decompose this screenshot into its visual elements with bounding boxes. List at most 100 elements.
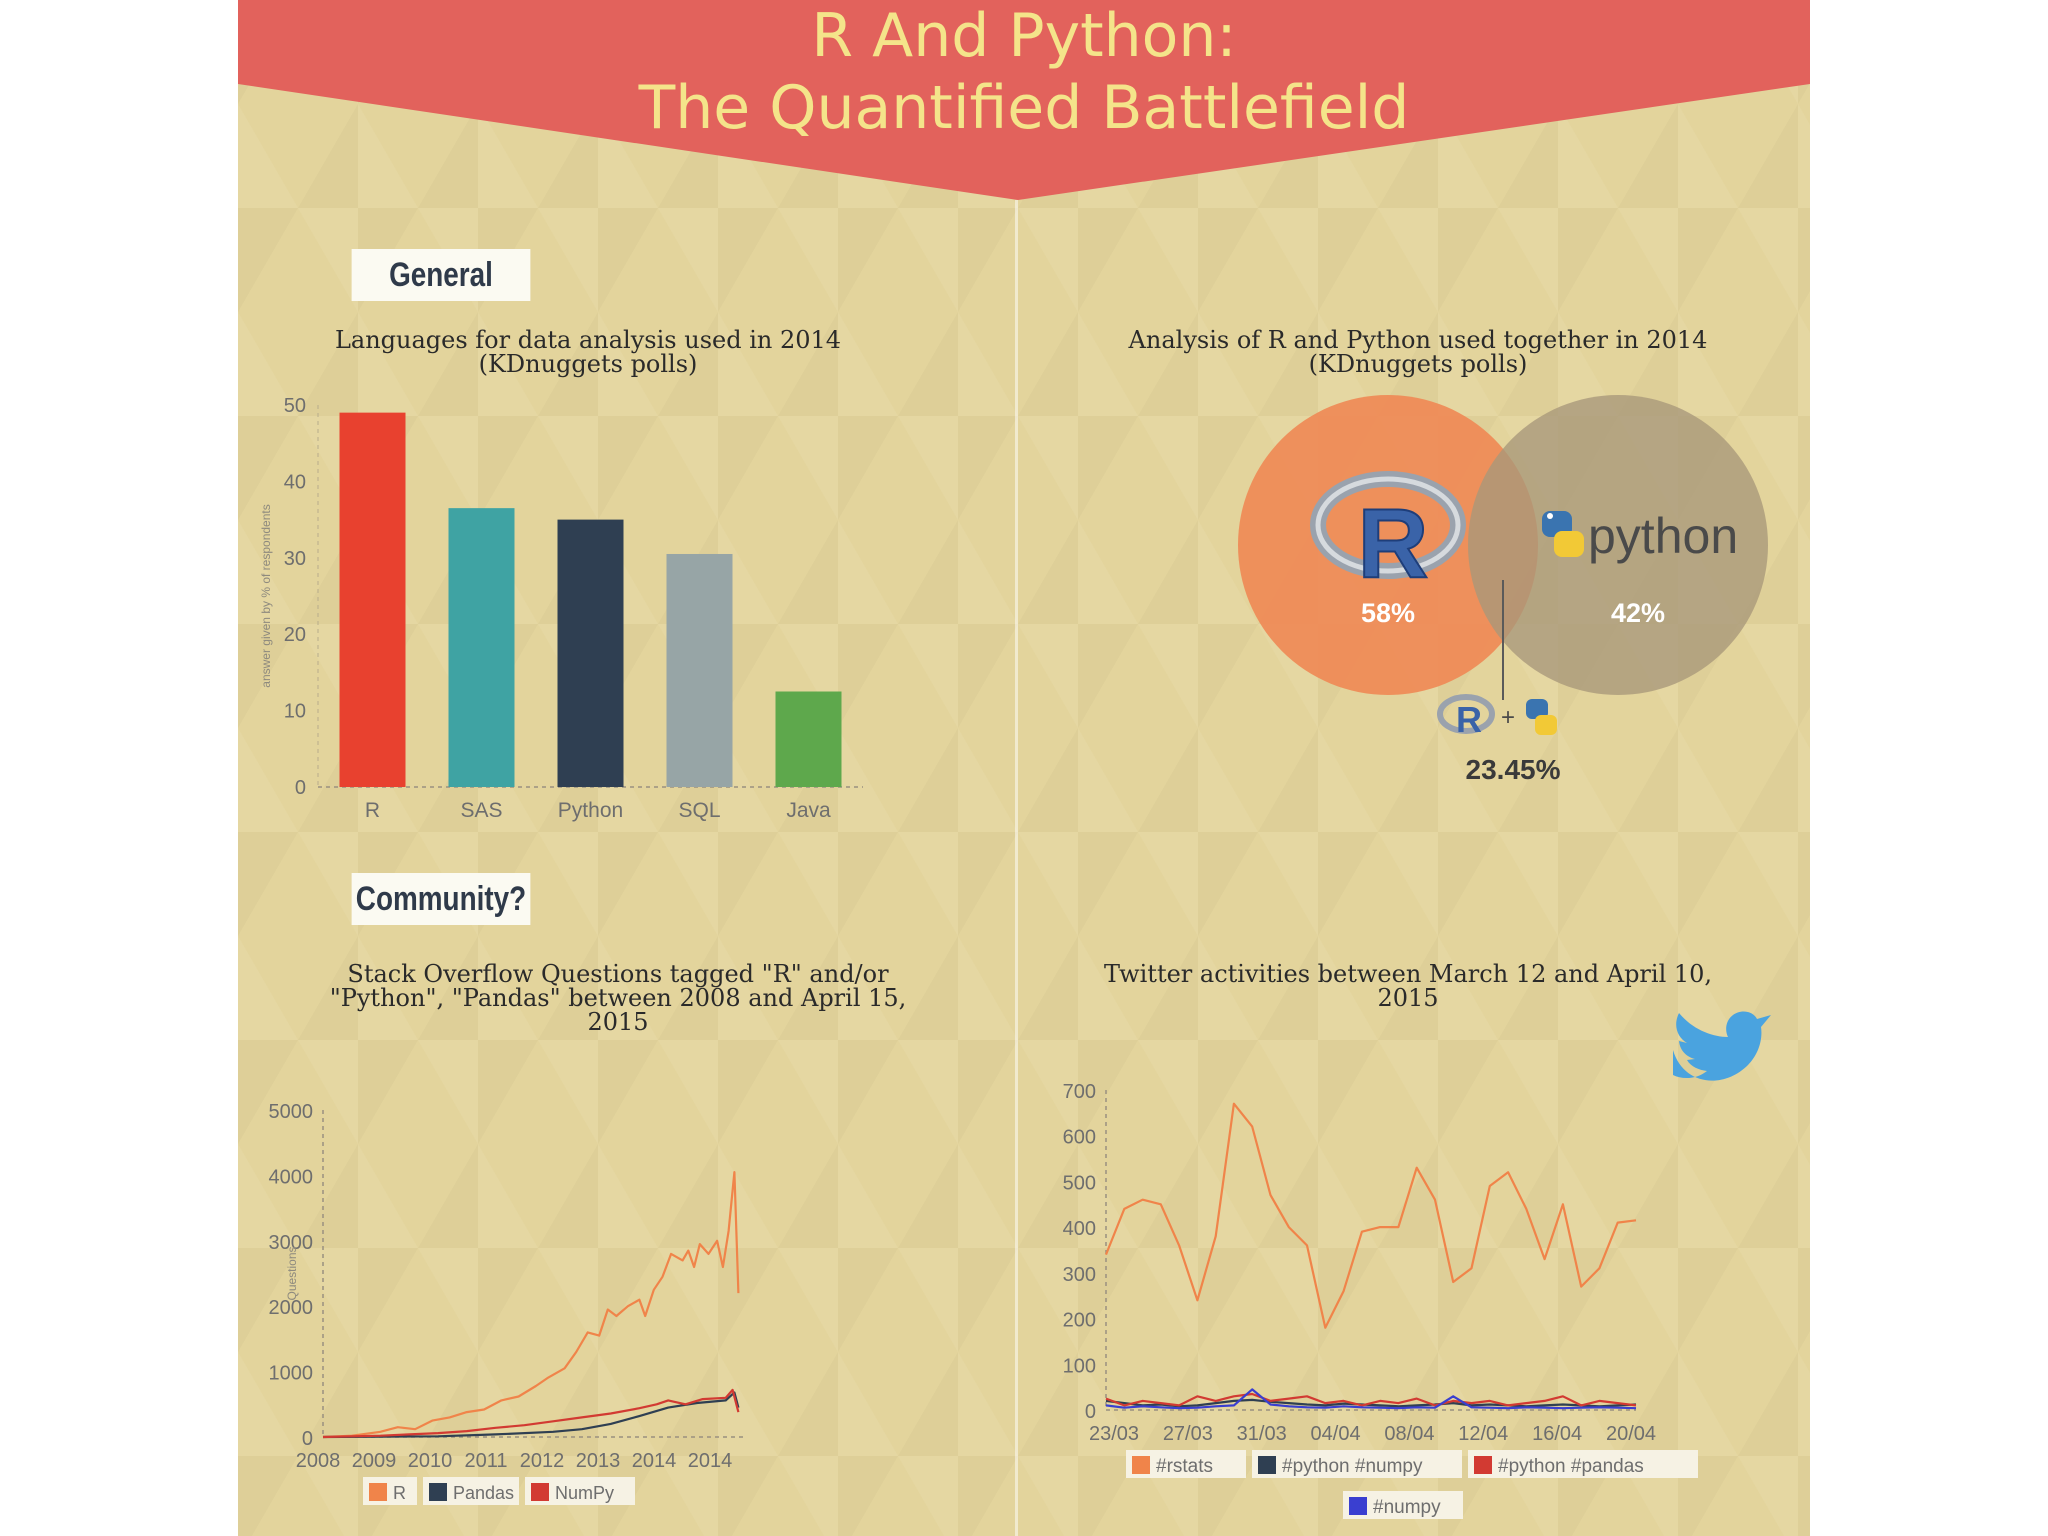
x-tick-label: 04/04 (1311, 1423, 1361, 1445)
venn-circle-python (1468, 395, 1768, 695)
python-wordmark: python (1588, 508, 1738, 564)
legend-swatch (369, 1483, 387, 1501)
section-label-general: General (351, 249, 531, 301)
y-axis-title: answer given by % of respondents (259, 504, 273, 687)
legend-label: #python #numpy (1282, 1456, 1423, 1477)
python-logo-icon (1542, 511, 1584, 557)
y-tick-label: 3000 (269, 1232, 314, 1254)
small-r-logo-ring (1437, 694, 1495, 734)
y-tick-label: 0 (295, 777, 306, 799)
y-tick-label: 600 (1063, 1127, 1096, 1149)
small-python-logo-blue (1526, 699, 1548, 719)
series-line-r (322, 1170, 740, 1439)
legend-item: #numpy (1343, 1491, 1463, 1519)
y-tick-label: 200 (1063, 1310, 1096, 1332)
small-python-logo-yellow (1535, 715, 1557, 735)
legend-swatch (429, 1483, 447, 1501)
x-tick-label: R (365, 799, 380, 822)
x-tick-label: 08/04 (1384, 1423, 1434, 1445)
twitter-line-chart: 0 100 200 300 400 500 600 700 23/03 27/03 31/03 04/… (1063, 1011, 1771, 1519)
python-logo-yellow (1554, 531, 1584, 557)
python-share-label: 42% (1611, 598, 1665, 628)
x-tick-label: 2008 (296, 1450, 341, 1472)
y-tick-label: 400 (1063, 1218, 1096, 1240)
languages-bar-chart: 0 10 20 30 40 50 answer given by % of responde… (259, 395, 863, 822)
legend-swatch (1349, 1497, 1367, 1515)
y-tick-label: 20 (284, 624, 306, 646)
legend-swatch (1474, 1456, 1492, 1474)
bar-sql (666, 553, 733, 787)
overlap-icons: R + (1437, 694, 1557, 740)
y-tick-label: 2000 (269, 1297, 314, 1319)
y-tick-label: 1000 (269, 1363, 314, 1385)
series-line-rstats (1104, 1102, 1637, 1329)
y-tick-label: 40 (284, 471, 306, 493)
y-tick-label: 700 (1063, 1081, 1096, 1103)
legend-item: R (363, 1477, 417, 1505)
x-tick-label: 27/03 (1163, 1423, 1213, 1445)
x-tick-label: SAS (460, 799, 502, 822)
r-logo-letter: R (1358, 488, 1429, 598)
legend-item-background (1468, 1450, 1698, 1478)
legend-label: R (393, 1483, 406, 1503)
y-tick-label: 50 (284, 395, 306, 417)
x-tick-label: SQL (678, 799, 720, 822)
column-divider (1015, 200, 1018, 1536)
x-tick-label: 2014 (688, 1450, 733, 1472)
x-tick-label: 2013 (576, 1450, 621, 1472)
venn-circle-r (1238, 395, 1538, 695)
x-tick-label: 2011 (464, 1450, 507, 1472)
section-label-community: Community? (351, 873, 531, 925)
plus-sign: + (1501, 704, 1515, 731)
x-tick-label: 2012 (520, 1450, 565, 1472)
r-share-label: 58% (1361, 598, 1415, 628)
legend-swatch (531, 1483, 549, 1501)
y-tick-label: 300 (1063, 1264, 1096, 1286)
legend-swatch (1258, 1456, 1276, 1474)
x-tick-label: 2009 (352, 1450, 397, 1472)
overlap-label: 23.45% (1466, 754, 1561, 785)
legend-label: #numpy (1373, 1497, 1441, 1518)
twitter-bird-icon (1673, 1011, 1771, 1081)
twitter-chart-title: Twitter activities between March 12 and … (1103, 960, 1713, 1012)
legend-item-background (1252, 1450, 1462, 1478)
legend-item: #rstats (1126, 1450, 1246, 1478)
x-tick-label: 2014 (632, 1450, 677, 1472)
series-line-python-numpy (1105, 1398, 1637, 1408)
poster-title-line-2: The Quantified Battlefield (638, 73, 1410, 143)
legend-item: NumPy (525, 1477, 635, 1505)
legend-label: NumPy (555, 1483, 614, 1503)
series-line-numpy (322, 1388, 740, 1439)
series-line-numpy (1105, 1388, 1637, 1410)
y-tick-label: 0 (1085, 1401, 1096, 1423)
legend-label: #python #pandas (1498, 1456, 1644, 1477)
legend-label: #rstats (1156, 1456, 1213, 1477)
title-banner (238, 0, 1810, 200)
x-tick-label: 20/04 (1606, 1423, 1656, 1445)
y-tick-label: 5000 (269, 1101, 314, 1123)
python-logo-eye (1547, 513, 1553, 519)
y-tick-label: 30 (284, 548, 306, 570)
x-tick-label: 2010 (408, 1450, 453, 1472)
venn-chart-title: Analysis of R and Python used together i… (1128, 326, 1708, 378)
legend-item: Pandas (423, 1477, 519, 1505)
x-tick-label: 23/03 (1089, 1423, 1139, 1445)
twitter-bird-shape (1673, 1011, 1771, 1081)
small-r-logo-letter: R (1456, 699, 1482, 740)
y-axis-title: Questions (285, 1246, 299, 1300)
poster-title: R And Python: The Quantified Battlefield (238, 0, 1810, 144)
r-logo-icon: R (1310, 471, 1466, 599)
r-logo-ring-highlight (1315, 476, 1461, 574)
legend-label: Pandas (453, 1483, 514, 1503)
y-tick-label: 4000 (269, 1166, 314, 1188)
x-tick-label: 31/03 (1237, 1423, 1287, 1445)
x-tick-label: Java (786, 799, 831, 822)
y-tick-label: 100 (1063, 1355, 1096, 1377)
poster-title-line-1: R And Python: (811, 1, 1237, 71)
bar-java (775, 691, 842, 787)
infographic-poster: R And Python: The Quantified Battlefield… (238, 0, 1810, 1536)
series-line-python-pandas (1105, 1392, 1637, 1407)
legend-item: #python #pandas (1468, 1450, 1698, 1478)
legend-swatch (1132, 1456, 1150, 1474)
